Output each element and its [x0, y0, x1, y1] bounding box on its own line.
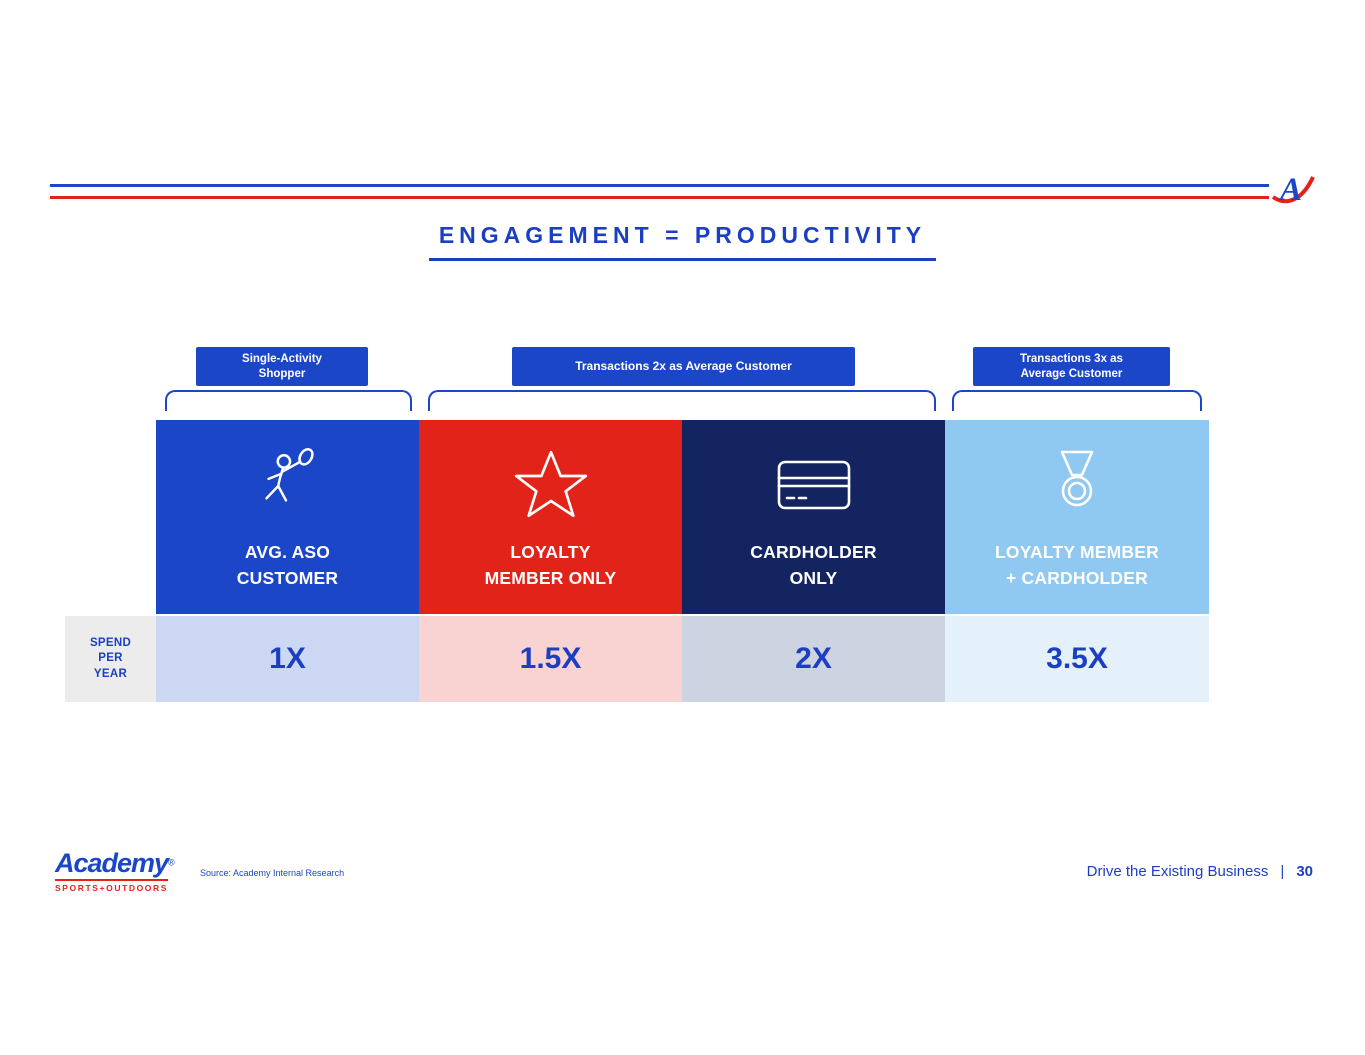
credit-card-icon: [772, 443, 856, 527]
page-number: 30: [1296, 863, 1313, 880]
footer-right: Drive the Existing Business | 30: [1087, 863, 1313, 880]
bracket-columns-2-3: [428, 390, 936, 411]
academy-mark-icon: A: [1269, 168, 1317, 210]
annotation-transactions-2x: Transactions 2x as Average Customer: [512, 347, 855, 386]
medal-icon: [1037, 443, 1117, 527]
academy-logo: Academy® SPORTS+OUTDOORS: [55, 850, 175, 893]
star-icon: [510, 443, 592, 527]
segment-card-cardholder-only: CARDHOLDER ONLY: [682, 420, 945, 614]
spend-value-cardholder-only: 2X: [682, 616, 945, 702]
segment-card-loyalty-member-plus-cardholder: LOYALTY MEMBER + CARDHOLDER: [945, 420, 1209, 614]
registered-mark: ®: [168, 857, 175, 868]
segment-title: LOYALTY MEMBER ONLY: [484, 541, 617, 588]
tennis-player-icon: [247, 443, 329, 527]
segment-card-loyalty-member-only: LOYALTY MEMBER ONLY: [419, 420, 682, 614]
segment-title: LOYALTY MEMBER + CARDHOLDER: [995, 541, 1159, 588]
footer-separator: |: [1280, 863, 1285, 880]
spend-value-avg-aso: 1X: [156, 616, 419, 702]
annotation-transactions-3x: Transactions 3x as Average Customer: [973, 347, 1170, 386]
spend-per-year-label: SPEND PER YEAR: [65, 616, 156, 702]
top-rule-blue: [50, 184, 1315, 187]
academy-mark-letter: A: [1278, 172, 1302, 208]
section-label: Drive the Existing Business: [1086, 863, 1269, 880]
spend-value-loyalty-plus-cardholder: 3.5X: [945, 616, 1209, 702]
segment-title: AVG. ASO CUSTOMER: [236, 541, 339, 588]
bracket-column-1: [165, 390, 412, 411]
title-wrap: ENGAGEMENT = PRODUCTIVITY: [0, 222, 1365, 261]
academy-logo-tagline: SPORTS+OUTDOORS: [55, 883, 169, 893]
annotation-single-activity: Single-Activity Shopper: [196, 347, 368, 386]
bracket-column-4: [952, 390, 1202, 411]
segment-title: CARDHOLDER ONLY: [750, 541, 877, 588]
spend-value-loyalty-only: 1.5X: [419, 616, 682, 702]
segment-card-avg-aso-customer: AVG. ASO CUSTOMER: [156, 420, 419, 614]
page-title: ENGAGEMENT = PRODUCTIVITY: [428, 222, 937, 261]
top-rule-red: [50, 196, 1315, 199]
academy-logo-wordmark: Academy: [55, 850, 169, 881]
source-note: Source: Academy Internal Research: [200, 868, 345, 878]
